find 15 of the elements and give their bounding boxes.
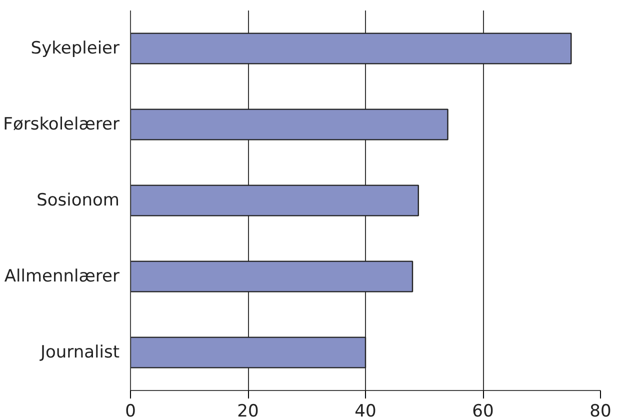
x-tick-label: 60 (472, 402, 494, 419)
x-tick-label: 80 (590, 402, 612, 419)
x-tick-label: 0 (125, 402, 136, 419)
bar (130, 336, 366, 368)
y-tick-label: Sykepleier (30, 38, 120, 58)
y-tick-label: Allmennlærer (4, 266, 120, 286)
x-tick-label: 40 (354, 402, 376, 419)
bar (130, 184, 419, 216)
bar (130, 260, 414, 292)
y-tick-label: Journalist (39, 342, 120, 362)
y-tick-label: Sosionom (36, 190, 120, 210)
bar (130, 108, 448, 140)
x-tick-label: 20 (237, 402, 259, 419)
y-tick-label: Førskolelærer (3, 114, 120, 134)
bar (130, 32, 572, 64)
